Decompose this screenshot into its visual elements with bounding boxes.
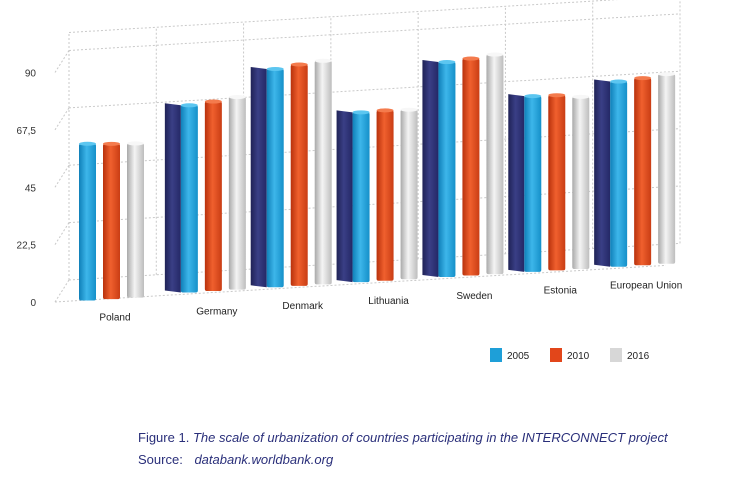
bar-side: [508, 94, 525, 272]
bar-cap: [352, 110, 370, 115]
bar-cap: [180, 103, 198, 108]
y-tick-label: 0: [30, 298, 36, 309]
bar: [610, 81, 628, 267]
x-tick-label: Germany: [196, 306, 237, 317]
bar-cap: [103, 141, 120, 146]
bar: [634, 78, 652, 266]
bar: [228, 97, 246, 290]
bar: [548, 95, 566, 271]
bar: [462, 58, 480, 276]
bar: [658, 74, 676, 264]
bar: [79, 143, 96, 301]
bar: [572, 96, 590, 269]
x-tick-label: Denmark: [282, 301, 324, 312]
x-tick-label: Sweden: [456, 291, 492, 302]
bar-cap: [228, 95, 246, 100]
bar: [180, 105, 198, 293]
bar: [352, 112, 370, 283]
y-tick-label: 22,5: [17, 241, 37, 252]
bar-cap: [127, 141, 144, 146]
bar-cap: [266, 67, 284, 72]
bar-cap: [314, 58, 332, 63]
legend-label: 2010: [567, 351, 590, 362]
grid-depth-line: [54, 107, 70, 131]
bar: [127, 143, 144, 298]
bar: [266, 69, 284, 288]
source-label: Source:: [138, 452, 183, 467]
grid-top-line: [68, 0, 620, 33]
bar: [486, 54, 504, 275]
bar: [438, 62, 456, 277]
figure-text: The scale of urbanization of countries p…: [192, 430, 668, 445]
grid-depth-line: [54, 50, 70, 73]
y-tick-label: 90: [25, 69, 37, 80]
x-tick-label: Estonia: [544, 286, 578, 297]
bar-side: [164, 103, 181, 293]
grid-depth-line: [54, 279, 70, 303]
bar-cap: [400, 107, 418, 112]
x-tick-label: Lithuania: [368, 296, 409, 307]
x-tick-label: Poland: [99, 312, 130, 323]
bar: [376, 110, 394, 281]
bar: [314, 60, 332, 285]
bar-chart: 0 22,5 45 67,5 90 Poland Germany Denmark Lithuan…: [17, 0, 682, 362]
source-value: databank.worldbank.org: [194, 452, 334, 467]
bar: [290, 64, 308, 286]
legend-label: 2005: [507, 351, 530, 362]
legend-swatch: [610, 348, 622, 362]
bar: [103, 143, 120, 300]
bar-cap: [486, 52, 504, 57]
bar: [204, 101, 222, 292]
bar-cap: [658, 72, 676, 77]
grid-depth-line: [54, 222, 70, 245]
legend-label: 2016: [627, 351, 650, 362]
bar-cap: [610, 79, 628, 84]
figure-label: Figure 1.: [138, 430, 190, 445]
bar-cap: [290, 62, 308, 67]
bar-cap: [634, 76, 652, 81]
bar-side: [250, 67, 267, 288]
x-tick-label: European Union: [610, 281, 682, 292]
bar-cap: [79, 141, 96, 146]
y-tick-label: 45: [25, 183, 37, 194]
source-line: Source: databank.worldbank.org: [138, 452, 333, 467]
bar-cap: [438, 60, 456, 65]
bar-side: [594, 79, 611, 267]
grid-line: [68, 13, 681, 51]
legend-swatch: [550, 348, 562, 362]
y-tick-label: 67,5: [17, 126, 37, 137]
bar-cap: [524, 94, 542, 99]
figure-caption: Figure 1. The scale of urbanization of c…: [138, 430, 668, 445]
bar-cap: [376, 108, 394, 113]
bar-cap: [572, 94, 590, 99]
bar-side: [336, 110, 353, 283]
bar-cap: [462, 56, 480, 61]
bar: [400, 109, 418, 280]
bar: [524, 96, 542, 272]
bar-cap: [204, 99, 222, 104]
bar-side: [422, 60, 439, 277]
grid-depth-line: [54, 164, 70, 188]
legend-swatch: [490, 348, 502, 362]
bar-cap: [548, 93, 566, 98]
